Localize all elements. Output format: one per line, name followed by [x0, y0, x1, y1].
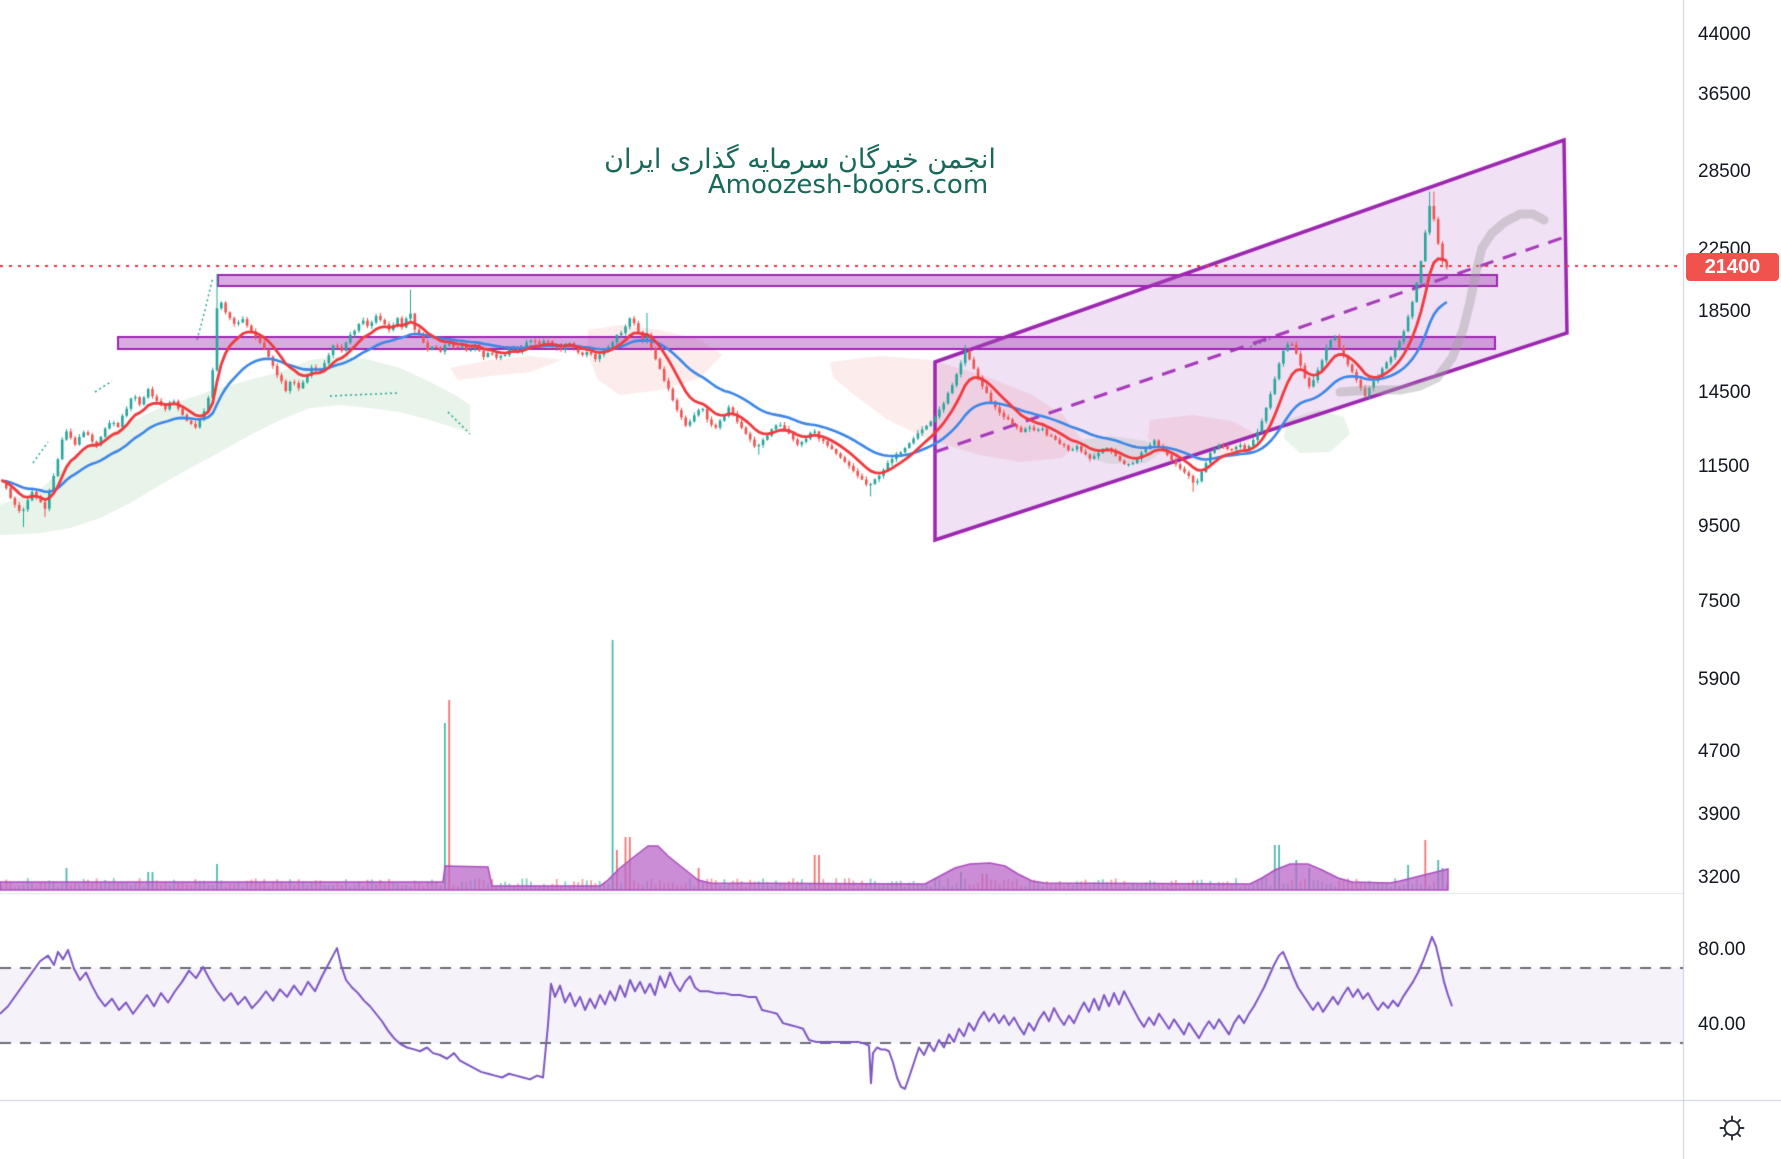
- price-tick-18500: 18500: [1698, 301, 1751, 322]
- price-tick-3200: 3200: [1698, 867, 1741, 888]
- price-tick-44000: 44000: [1698, 24, 1751, 45]
- price-tick-9500: 9500: [1698, 516, 1741, 537]
- price-tick-11500: 11500: [1698, 456, 1750, 477]
- price-tick-7500: 7500: [1698, 591, 1741, 612]
- time-axis[interactable]: خرداد1399تیر1400خرداد1401خردادمهر: [0, 1100, 1683, 1159]
- price-tick-5900: 5900: [1698, 669, 1741, 690]
- price-tick-14500: 14500: [1698, 382, 1751, 403]
- price-tick-28500: 28500: [1698, 161, 1751, 182]
- last-price-label: 21400: [1686, 253, 1779, 281]
- price-tick-36500: 36500: [1698, 84, 1751, 105]
- price-tick-3900: 3900: [1698, 804, 1741, 825]
- settings-gear-icon[interactable]: [1715, 1111, 1749, 1145]
- rsi-tick-40.00: 40.00: [1698, 1014, 1746, 1035]
- rsi-tick-80.00: 80.00: [1698, 939, 1746, 960]
- price-tick-4700: 4700: [1698, 741, 1741, 762]
- price-axis[interactable]: 44000 36500 28500 22500 18500 14500 11500 9500 7…: [1683, 0, 1781, 1159]
